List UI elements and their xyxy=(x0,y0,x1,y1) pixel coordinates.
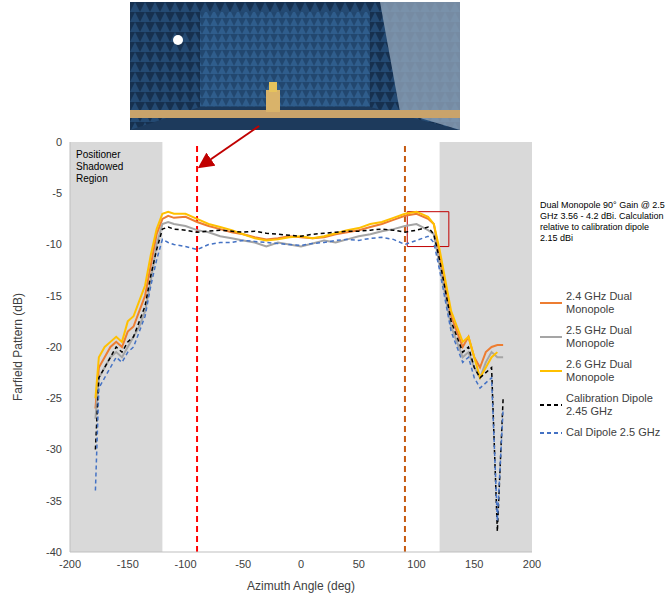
svg-text:Farfield Pattern (dB): Farfield Pattern (dB) xyxy=(11,293,25,401)
svg-text:-35: -35 xyxy=(46,495,62,507)
svg-text:-50: -50 xyxy=(235,558,251,570)
svg-text:-15: -15 xyxy=(46,290,62,302)
svg-text:-40: -40 xyxy=(46,546,62,558)
svg-text:PositionerShadowedRegion: PositionerShadowedRegion xyxy=(76,149,123,184)
svg-text:-5: -5 xyxy=(52,187,62,199)
svg-text:-10: -10 xyxy=(46,238,62,250)
svg-text:-200: -200 xyxy=(59,558,81,570)
svg-text:150: 150 xyxy=(465,558,483,570)
html-text:2.6 GHz Dual Monopole: 2.6 GHz Dual Monopole xyxy=(566,358,632,383)
html-text:Cal Dipole 2.5 GHz: Cal Dipole 2.5 GHz xyxy=(566,426,661,438)
html-text:2.5 GHz Dual Monopole: 2.5 GHz Dual Monopole xyxy=(566,324,632,349)
svg-text:-30: -30 xyxy=(46,443,62,455)
svg-text:100: 100 xyxy=(407,558,425,570)
svg-text:50: 50 xyxy=(353,558,365,570)
svg-text:-150: -150 xyxy=(117,558,139,570)
html-text:Calibration Dipole 2.45 GHz: Calibration Dipole 2.45 GHz xyxy=(566,392,653,417)
html-text:2.4 GHz Dual Monopole: 2.4 GHz Dual Monopole xyxy=(566,290,632,315)
html-text:Dual Monopole 90° Gain @ 2.5 G: Dual Monopole 90° Gain @ 2.5 GHz 3.56 - … xyxy=(540,200,665,243)
svg-text:-25: -25 xyxy=(46,392,62,404)
svg-text:200: 200 xyxy=(523,558,541,570)
svg-text:Azimuth Angle (deg): Azimuth Angle (deg) xyxy=(247,579,355,593)
svg-text:-20: -20 xyxy=(46,341,62,353)
svg-text:0: 0 xyxy=(298,558,304,570)
svg-text:-100: -100 xyxy=(174,558,196,570)
svg-text:0: 0 xyxy=(56,136,62,148)
